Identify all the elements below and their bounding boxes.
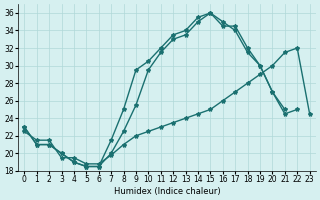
X-axis label: Humidex (Indice chaleur): Humidex (Indice chaleur) (114, 187, 220, 196)
